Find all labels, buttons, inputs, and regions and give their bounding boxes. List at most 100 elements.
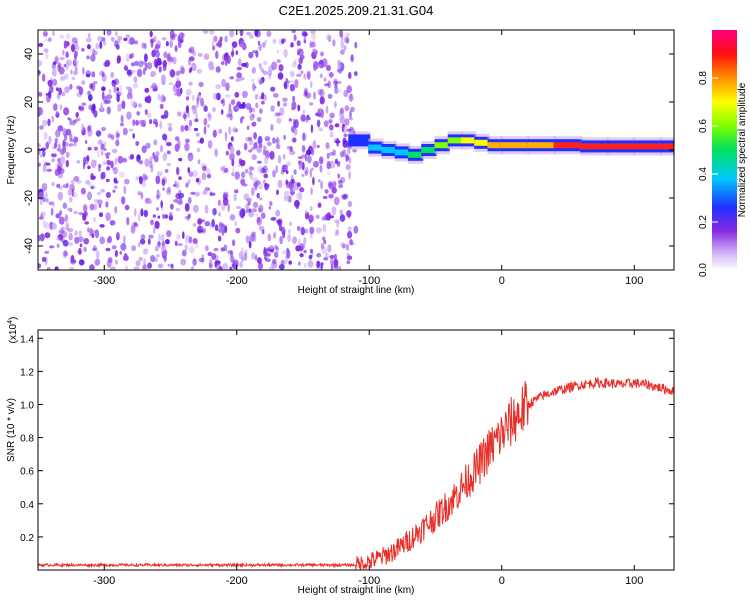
noise-speckle <box>226 113 230 118</box>
ridge-core <box>500 142 530 149</box>
noise-speckle <box>190 191 196 195</box>
noise-speckle <box>51 68 57 77</box>
noise-speckle <box>192 238 198 244</box>
colorbar-gradient <box>712 30 737 270</box>
noise-speckle <box>167 263 170 267</box>
noise-speckle <box>320 262 324 270</box>
noise-speckle <box>83 156 86 166</box>
noise-speckle <box>320 180 323 190</box>
noise-speckle <box>116 35 123 41</box>
noise-speckle <box>103 40 107 46</box>
noise-speckle <box>258 43 262 52</box>
noise-speckle <box>149 199 152 205</box>
noise-speckle <box>234 189 239 194</box>
noise-speckle <box>73 58 79 68</box>
noise-speckle <box>266 30 272 38</box>
noise-speckle <box>151 49 156 58</box>
noise-speckle <box>290 187 294 197</box>
noise-speckle <box>192 204 199 213</box>
noise-speckle <box>203 118 208 126</box>
noise-speckle <box>180 258 187 266</box>
noise-speckle <box>228 126 232 135</box>
noise-speckle <box>52 103 58 111</box>
noise-speckle <box>161 207 164 211</box>
noise-speckle <box>68 266 75 270</box>
noise-speckle <box>304 263 307 269</box>
noise-speckle <box>323 239 327 245</box>
noise-speckle <box>231 41 238 48</box>
noise-speckle <box>288 181 294 190</box>
noise-speckle <box>262 165 268 174</box>
noise-speckle <box>276 246 279 252</box>
noise-speckle <box>241 116 245 120</box>
noise-speckle <box>352 148 357 153</box>
noise-speckle <box>167 61 172 66</box>
noise-speckle <box>164 168 169 173</box>
noise-speckle <box>349 110 352 119</box>
noise-speckle <box>150 39 154 48</box>
noise-speckle <box>44 37 48 43</box>
noise-speckle <box>158 66 162 73</box>
noise-speckle <box>109 220 116 226</box>
spectrogram-noise-region <box>38 30 359 270</box>
noise-speckle <box>47 80 52 85</box>
noise-speckle <box>143 209 148 218</box>
noise-speckle <box>277 179 283 189</box>
noise-speckle <box>42 197 46 203</box>
noise-speckle <box>263 248 268 257</box>
snr-y-tick-label: 1.4 <box>20 334 34 345</box>
noise-speckle <box>55 110 59 117</box>
noise-speckle <box>241 90 248 99</box>
noise-speckle <box>292 95 296 102</box>
noise-speckle <box>60 155 66 165</box>
noise-speckle <box>209 30 215 35</box>
noise-speckle <box>91 103 96 112</box>
noise-speckle <box>238 158 243 165</box>
noise-speckle <box>175 80 182 88</box>
noise-speckle <box>301 161 305 171</box>
noise-speckle <box>343 133 348 137</box>
noise-speckle <box>130 225 136 234</box>
noise-speckle <box>204 204 209 214</box>
noise-speckle <box>231 41 238 48</box>
noise-speckle <box>161 213 165 219</box>
noise-speckle <box>230 99 236 105</box>
noise-speckle <box>117 55 121 63</box>
snr-x-tick-label: -100 <box>358 575 380 587</box>
ridge-core <box>487 142 503 149</box>
noise-speckle <box>133 82 139 89</box>
noise-speckle <box>300 187 303 192</box>
noise-speckle <box>50 153 57 158</box>
noise-speckle <box>313 60 319 70</box>
noise-speckle <box>318 64 322 69</box>
noise-speckle <box>287 195 292 203</box>
noise-speckle <box>156 207 159 211</box>
noise-speckle <box>323 120 329 128</box>
noise-speckle <box>345 243 350 251</box>
noise-speckle <box>157 263 164 269</box>
noise-speckle <box>304 152 308 162</box>
noise-speckle <box>163 255 167 263</box>
noise-speckle <box>99 224 105 228</box>
noise-speckle <box>224 94 231 98</box>
noise-speckle <box>285 161 292 167</box>
noise-speckle <box>69 133 73 141</box>
noise-speckle <box>248 208 252 213</box>
noise-speckle <box>44 232 51 239</box>
noise-speckle <box>89 203 95 211</box>
noise-speckle <box>326 171 331 176</box>
noise-speckle <box>106 106 111 115</box>
ridge-core <box>348 137 371 144</box>
noise-speckle <box>38 107 43 116</box>
noise-speckle <box>220 61 225 65</box>
noise-speckle <box>238 251 244 260</box>
noise-speckle <box>324 189 329 194</box>
noise-speckle <box>300 70 304 75</box>
noise-speckle <box>299 253 304 258</box>
noise-speckle <box>282 230 286 239</box>
noise-speckle <box>254 93 259 100</box>
noise-speckle <box>96 192 102 196</box>
noise-speckle <box>66 59 72 67</box>
noise-speckle <box>212 107 216 112</box>
